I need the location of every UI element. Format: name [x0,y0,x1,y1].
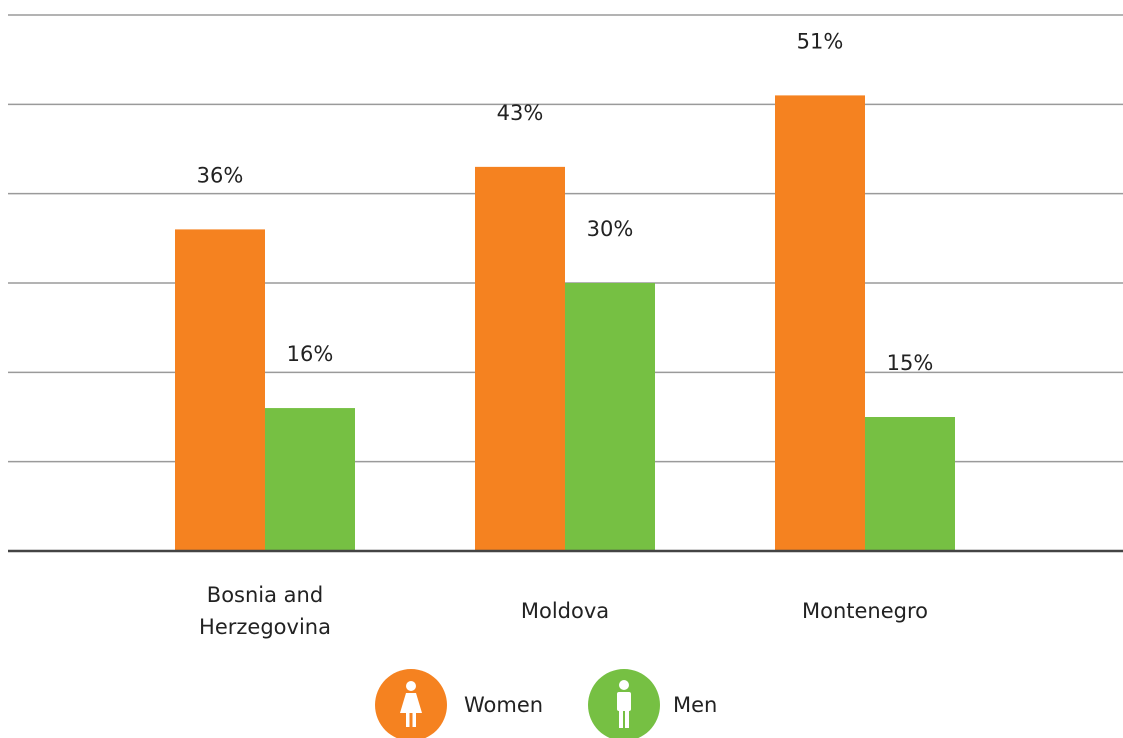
x-tick-label: Montenegro [801,599,928,623]
data-label: 51% [797,29,844,53]
data-label: 15% [887,351,934,375]
legend-women-icon [375,669,447,738]
bar [865,417,955,551]
data-label: 43% [497,101,544,125]
bar [175,229,265,551]
data-label: 16% [287,342,334,366]
legend-label: Women [464,693,543,717]
legend-men-icon [588,669,660,738]
data-label: 30% [587,217,634,241]
data-label: 36% [197,163,244,187]
bar [475,166,565,551]
bar [265,408,355,551]
x-tick-label: Bosnia and Herzegovina [199,583,331,639]
bar [775,95,865,552]
bar [565,283,655,551]
legend-label: Men [673,693,717,717]
x-tick-label: Moldova [520,599,610,623]
